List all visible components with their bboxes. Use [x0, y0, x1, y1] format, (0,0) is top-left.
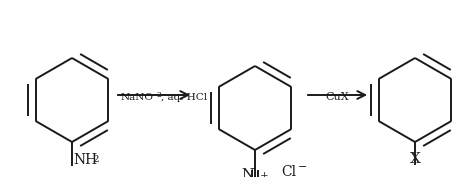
- Text: , aq. HCl: , aq. HCl: [161, 93, 207, 102]
- Text: NaNO: NaNO: [121, 93, 154, 102]
- Text: NH: NH: [73, 153, 97, 167]
- Text: 2: 2: [92, 155, 99, 164]
- Text: 2: 2: [156, 91, 161, 99]
- Text: +: +: [260, 171, 269, 177]
- Text: N: N: [241, 168, 254, 177]
- Text: CuX: CuX: [326, 92, 349, 102]
- Text: −: −: [298, 162, 307, 172]
- Text: X: X: [410, 152, 420, 166]
- Text: Cl: Cl: [281, 165, 296, 177]
